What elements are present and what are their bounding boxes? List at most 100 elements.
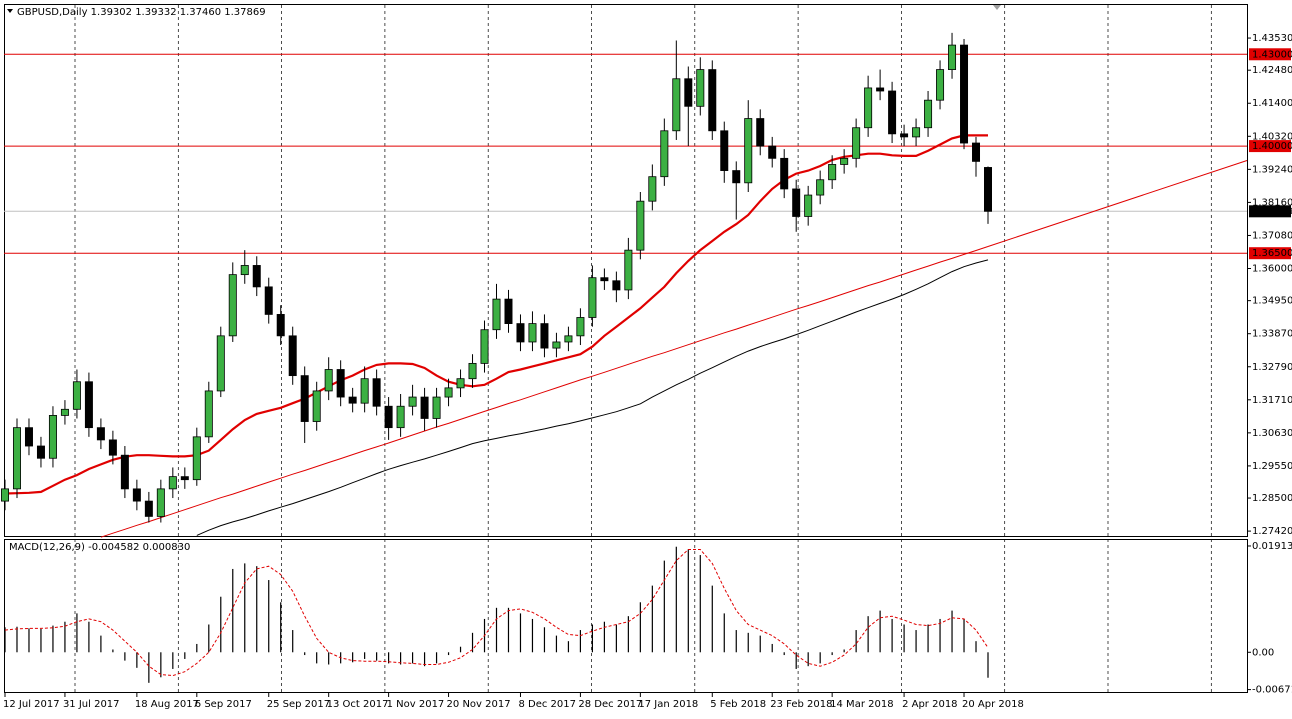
candle-body (24, 427, 33, 447)
candle-body (624, 249, 633, 291)
candle-body (444, 387, 453, 398)
macd-title: MACD(12,26,9) -0.004582 0.000830 (9, 542, 190, 553)
candle-body (180, 476, 189, 481)
chart-title: GBPUSD,Daily 1.39302 1.39332 1.37460 1.3… (17, 7, 266, 18)
candle-body (264, 286, 273, 315)
candle-body (348, 396, 357, 404)
y-tick-label: 0.019133 (1252, 541, 1292, 552)
y-tick-label: 1.31710 (1252, 395, 1292, 406)
x-tick-label: 13 Oct 2017 (327, 699, 389, 710)
x-tick-label: 23 Feb 2018 (770, 699, 832, 710)
candle-body (324, 369, 333, 392)
candle-body (36, 445, 45, 459)
candle-body (360, 378, 369, 404)
candle-body (408, 396, 417, 407)
candle-body (216, 335, 225, 392)
chart-shift-marker (993, 5, 1001, 10)
candle-body (60, 408, 69, 416)
x-tick-label: 31 Jul 2017 (63, 699, 120, 710)
candle-body (912, 127, 921, 138)
candle-body (240, 265, 249, 276)
candle-body (252, 265, 261, 288)
y-tick-label: 0.00 (1252, 647, 1274, 658)
y-tick-label: 1.40320 (1252, 131, 1292, 142)
candle-body (744, 118, 753, 184)
candle-body (984, 167, 992, 212)
candle-body (924, 99, 933, 129)
candle-body (204, 390, 213, 438)
candle-body (804, 194, 813, 217)
x-tick-label: 6 Sep 2017 (195, 699, 252, 710)
x-tick-label: 20 Nov 2017 (447, 699, 511, 710)
candle-body (576, 317, 585, 337)
candle-body (552, 341, 561, 349)
candle-body (660, 130, 669, 178)
candle-body (840, 157, 849, 165)
candle-body (960, 44, 969, 144)
indicator-line (100, 246, 989, 538)
candle-body (96, 427, 105, 441)
axes: 1.43530 1.42480 1.41400 1.40320 1.39240 1.381… (3, 33, 1292, 710)
y-tick-label: 1.32790 (1252, 362, 1292, 373)
candle-body (48, 415, 57, 459)
candle-body (600, 277, 609, 282)
candle-body (948, 44, 957, 70)
candle-body (372, 378, 381, 407)
candle-body (12, 427, 21, 490)
candle-body (492, 298, 501, 331)
price-level-label: 1.37869 (1252, 206, 1292, 217)
symbol-menu-icon[interactable] (7, 9, 13, 13)
price-level-tag (1249, 247, 1291, 260)
candle-body (864, 87, 873, 129)
candle-body (432, 396, 441, 419)
candle-body (396, 405, 405, 429)
x-tick-label: 25 Sep 2017 (267, 699, 330, 710)
candle-body (276, 314, 285, 337)
candle-body (648, 176, 657, 202)
candle-body (300, 375, 309, 422)
price-level-tag (1249, 140, 1291, 153)
x-tick-label: 14 Mar 2018 (830, 699, 893, 710)
x-tick-label: 17 Jan 2018 (638, 699, 698, 710)
indicator-line (196, 259, 989, 536)
grid (74, 5, 1212, 692)
candle-body (936, 69, 945, 101)
candle-body (144, 500, 153, 517)
candle-body (156, 488, 165, 517)
candle-body (312, 390, 321, 422)
candle-body (336, 369, 345, 398)
x-tick-label: 18 Aug 2017 (135, 699, 199, 710)
candle-body (108, 439, 117, 456)
candle-body (468, 362, 477, 380)
candle-body (564, 335, 573, 343)
x-tick-label: 1 Nov 2017 (387, 699, 445, 710)
candle-body (168, 476, 177, 490)
candle-body (696, 69, 705, 107)
plot (1, 32, 1248, 683)
y-tick-label: 1.37080 (1252, 230, 1292, 241)
candle-body (72, 381, 81, 410)
price-level-label: 1.36500 (1252, 248, 1292, 259)
candle-body (780, 157, 789, 190)
y-tick-label: 1.34950 (1252, 296, 1292, 307)
y-tick-label: 1.39240 (1252, 164, 1292, 175)
price-level-tag (1249, 48, 1291, 61)
candle-body (288, 335, 297, 377)
candle-body (672, 78, 681, 132)
y-tick-label: 1.30630 (1252, 428, 1292, 439)
y-tick-label: 1.41400 (1252, 98, 1292, 109)
y-tick-label: 1.42480 (1252, 65, 1292, 76)
candle-body (972, 142, 981, 162)
x-tick-label: 12 Jul 2017 (3, 699, 60, 710)
x-tick-label: 8 Dec 2017 (518, 699, 576, 710)
candle-body (708, 69, 717, 132)
candle-body (888, 90, 897, 135)
candle-body (732, 170, 741, 184)
macd-signal (4, 549, 989, 677)
candle-body (900, 133, 909, 138)
x-tick-label: 2 Apr 2018 (902, 699, 957, 710)
y-tick-label: -0.006718 (1252, 685, 1292, 696)
candle-body (528, 323, 537, 343)
